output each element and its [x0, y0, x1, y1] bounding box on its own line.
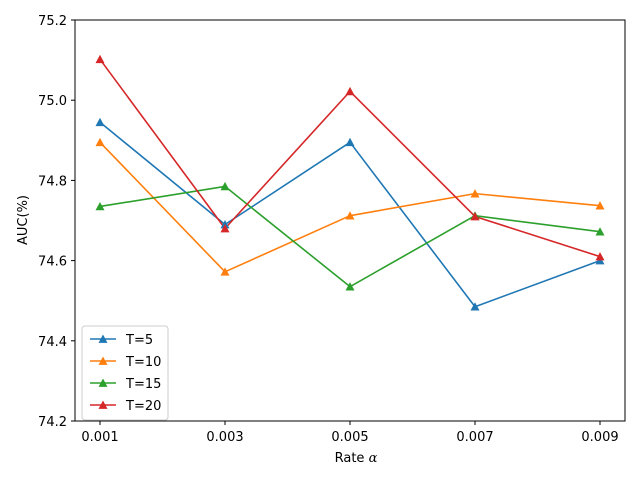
legend-box	[81, 325, 169, 421]
x-tick-label: 0.009	[581, 430, 618, 445]
data-point	[95, 137, 105, 147]
y-tick-label: 74.2	[38, 415, 67, 430]
legend-label: T=15	[125, 377, 161, 392]
data-point	[345, 282, 355, 291]
legend-label: T=5	[125, 333, 153, 348]
y-axis-label: AUC(%)	[16, 195, 31, 245]
x-axis-label: Rate α	[335, 451, 378, 466]
legend: T=5 T=10 T=15 T=20	[81, 325, 169, 421]
legend-label: T=10	[125, 355, 161, 370]
y-axis: 74.2 74.4 74.6 74.8 75.0 75.2	[38, 14, 75, 430]
data-point	[95, 117, 105, 127]
x-axis-label-symbol: α	[369, 451, 378, 466]
data-point	[345, 86, 355, 96]
y-tick-label: 74.8	[38, 174, 67, 189]
data-point	[345, 211, 355, 220]
data-point	[220, 181, 230, 191]
legend-marker	[98, 334, 108, 343]
series-markers	[95, 54, 605, 311]
y-tick-label: 74.4	[38, 335, 67, 350]
x-axis: 0.001 0.003 0.005 0.007 0.009	[81, 421, 619, 445]
data-point	[470, 302, 480, 311]
data-point	[470, 189, 480, 198]
x-tick-label: 0.003	[206, 430, 243, 445]
legend-marker	[98, 400, 108, 409]
legend-marker	[98, 378, 108, 387]
data-point	[220, 267, 230, 276]
y-tick-label: 75.0	[38, 94, 67, 109]
legend-label: T=20	[125, 399, 161, 414]
y-tick-label: 74.6	[38, 255, 67, 270]
data-point	[95, 54, 105, 64]
x-tick-label: 0.001	[81, 430, 118, 445]
x-axis-label-text: Rate	[335, 451, 365, 466]
data-point	[345, 137, 355, 147]
data-point	[95, 201, 105, 211]
data-point	[595, 227, 605, 236]
data-point	[470, 211, 480, 221]
legend-marker	[98, 356, 108, 365]
y-tick-label: 75.2	[38, 14, 67, 29]
data-point	[220, 224, 230, 233]
x-tick-label: 0.007	[456, 430, 493, 445]
data-point	[595, 201, 605, 210]
data-point	[595, 252, 605, 261]
x-tick-label: 0.005	[331, 430, 368, 445]
